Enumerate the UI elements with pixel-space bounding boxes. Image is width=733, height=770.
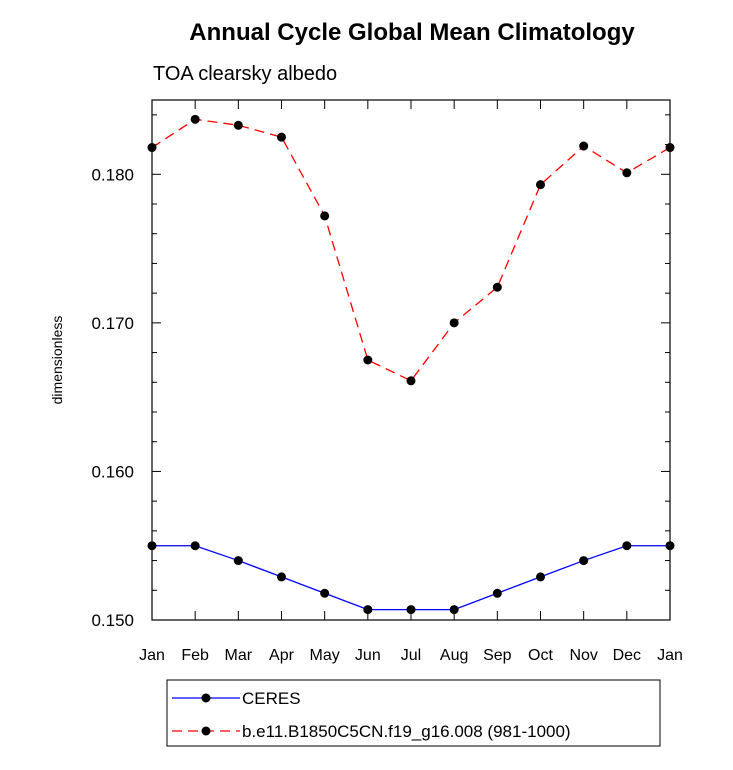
series-2-point [579,141,589,151]
series-2-point [449,318,459,328]
x-tick-label: Jan [657,647,683,664]
legend-marker-2 [201,726,211,736]
chart-title: Annual Cycle Global Mean Climatology [189,19,635,46]
series-1-point [536,572,545,582]
y-tick-label: 0.170 [91,314,134,333]
x-tick-label: Apr [269,647,295,664]
x-tick-label: Dec [613,647,641,664]
y-tick-label: 0.180 [91,165,134,184]
series-2-point [147,143,157,153]
legend-label-1: CERES [242,689,301,708]
x-tick-label: Mar [225,647,253,664]
series-2-point [536,180,545,190]
series-1-point [190,541,200,551]
series-line-1 [152,545,670,611]
series-2-point [492,282,502,292]
series-1-point [622,541,632,551]
x-tick-label: May [310,647,340,664]
legend: CERES b.e11.B1850C5CN.f19_g16.008 (981-10… [172,689,571,741]
series-line-2 [151,118,671,382]
x-tick-label: Feb [181,647,209,664]
series-2-point [190,114,200,124]
x-tick-label: Nov [569,647,597,664]
series-1-point [147,541,157,551]
series-1-point [363,605,373,615]
series-layer [147,114,675,615]
chart-subtitle: TOA clearsky albedo [153,63,337,85]
axes: Jan Feb Mar Apr May Jun Jul Aug Sep Oct Nov Dec Jan 0… [91,100,683,664]
series-1-point [579,556,589,566]
x-tick-label: Jul [401,647,421,664]
x-tick-label: Oct [528,647,553,664]
y-tick-label: 0.160 [91,462,134,481]
series-1-point [320,588,330,598]
legend-marker-1 [201,693,211,703]
series-2-point [406,376,416,386]
x-tick-label: Jun [355,647,381,664]
series-1-point [665,541,675,551]
series-1-point [492,588,502,598]
series-1-point [449,605,459,615]
series-2-point [233,120,243,130]
series-2-point [622,168,632,178]
series-2-point [320,211,330,221]
series-2-point [363,355,373,365]
x-tick-label: Sep [483,647,512,664]
legend-box [166,679,661,747]
series-1-point [277,572,286,582]
series-1-point [233,556,243,566]
x-tick-label: Jan [139,647,165,664]
plot-frame [151,99,671,621]
y-tick-label: 0.150 [91,611,134,630]
series-2-point [665,143,675,153]
legend-label-2: b.e11.B1850C5CN.f19_g16.008 (981-1000) [242,722,571,741]
series-2-point [277,132,286,142]
x-tick-label: Aug [440,647,468,664]
y-axis-label: dimensionless [49,316,65,405]
series-1-point [406,605,416,615]
